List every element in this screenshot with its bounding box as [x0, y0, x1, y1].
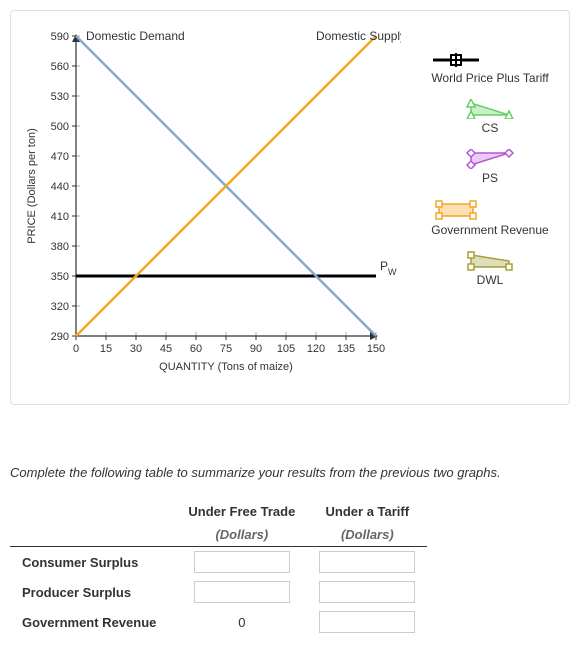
square-area-icon — [431, 199, 481, 221]
table-row: Government Revenue 0 — [10, 607, 427, 637]
legend-label: PS — [482, 171, 498, 185]
col-header-free: Under Free Trade — [176, 500, 307, 523]
tri-area-icon — [465, 99, 515, 119]
svg-text:90: 90 — [250, 343, 262, 355]
legend-cs[interactable]: CS — [465, 99, 515, 135]
plus-line-icon — [431, 51, 481, 69]
gov-tariff-input[interactable] — [319, 611, 415, 633]
svg-text:PW: PW — [380, 259, 397, 277]
svg-text:15: 15 — [100, 343, 112, 355]
svg-text:135: 135 — [337, 343, 355, 355]
svg-text:60: 60 — [190, 343, 202, 355]
legend: World Price Plus Tariff CS PS — [421, 21, 559, 384]
svg-text:75: 75 — [220, 343, 232, 355]
legend-label: CS — [482, 121, 499, 135]
svg-text:380: 380 — [51, 241, 69, 253]
svg-text:530: 530 — [51, 91, 69, 103]
svg-text:120: 120 — [307, 343, 325, 355]
svg-text:PRICE (Dollars per ton): PRICE (Dollars per ton) — [26, 128, 38, 244]
col-unit-free: (Dollars) — [176, 523, 307, 547]
col-header-tariff: Under a Tariff — [307, 500, 427, 523]
diamond-area-icon — [465, 149, 515, 169]
legend-label: World Price Plus Tariff — [431, 71, 548, 85]
svg-text:Domestic Demand: Domestic Demand — [86, 29, 185, 43]
svg-text:Domestic Supply: Domestic Supply — [316, 29, 401, 43]
legend-label: DWL — [477, 273, 504, 287]
ps-free-input[interactable] — [194, 581, 290, 603]
table-row: Producer Surplus — [10, 577, 427, 607]
rect-area-icon — [465, 251, 515, 271]
results-table: Under Free Trade Under a Tariff (Dollars… — [10, 500, 427, 637]
svg-text:560: 560 — [51, 61, 69, 73]
ps-tariff-input[interactable] — [319, 581, 415, 603]
cs-free-input[interactable] — [194, 551, 290, 573]
col-unit-tariff: (Dollars) — [307, 523, 427, 547]
svg-text:470: 470 — [51, 151, 69, 163]
legend-dwl[interactable]: DWL — [465, 251, 515, 287]
svg-text:410: 410 — [51, 211, 69, 223]
gov-free-value: 0 — [176, 607, 307, 637]
svg-text:0: 0 — [73, 343, 79, 355]
chart-area: 290 320 350 380 410 440 470 500 530 560 590 0 15 30 45… — [21, 21, 401, 384]
table-row: Consumer Surplus — [10, 547, 427, 578]
legend-gov[interactable]: Government Revenue — [431, 199, 548, 237]
svg-text:500: 500 — [51, 121, 69, 133]
legend-ps[interactable]: PS — [465, 149, 515, 185]
legend-label: Government Revenue — [431, 223, 548, 237]
svg-text:350: 350 — [51, 271, 69, 283]
row-label-gov: Government Revenue — [10, 607, 176, 637]
svg-text:440: 440 — [51, 181, 69, 193]
svg-text:150: 150 — [367, 343, 385, 355]
cs-tariff-input[interactable] — [319, 551, 415, 573]
legend-world-tariff[interactable]: World Price Plus Tariff — [431, 51, 548, 85]
svg-text:590: 590 — [51, 31, 69, 43]
chart-svg: 290 320 350 380 410 440 470 500 530 560 590 0 15 30 45… — [21, 21, 401, 381]
svg-text:30: 30 — [130, 343, 142, 355]
chart-panel: 290 320 350 380 410 440 470 500 530 560 590 0 15 30 45… — [10, 10, 570, 405]
row-label-cs: Consumer Surplus — [10, 547, 176, 578]
svg-text:105: 105 — [277, 343, 295, 355]
svg-text:320: 320 — [51, 301, 69, 313]
svg-text:290: 290 — [51, 331, 69, 343]
prompt-text: Complete the following table to summariz… — [10, 465, 570, 480]
row-label-ps: Producer Surplus — [10, 577, 176, 607]
svg-text:45: 45 — [160, 343, 172, 355]
svg-text:QUANTITY (Tons of maize): QUANTITY (Tons of maize) — [159, 361, 293, 373]
